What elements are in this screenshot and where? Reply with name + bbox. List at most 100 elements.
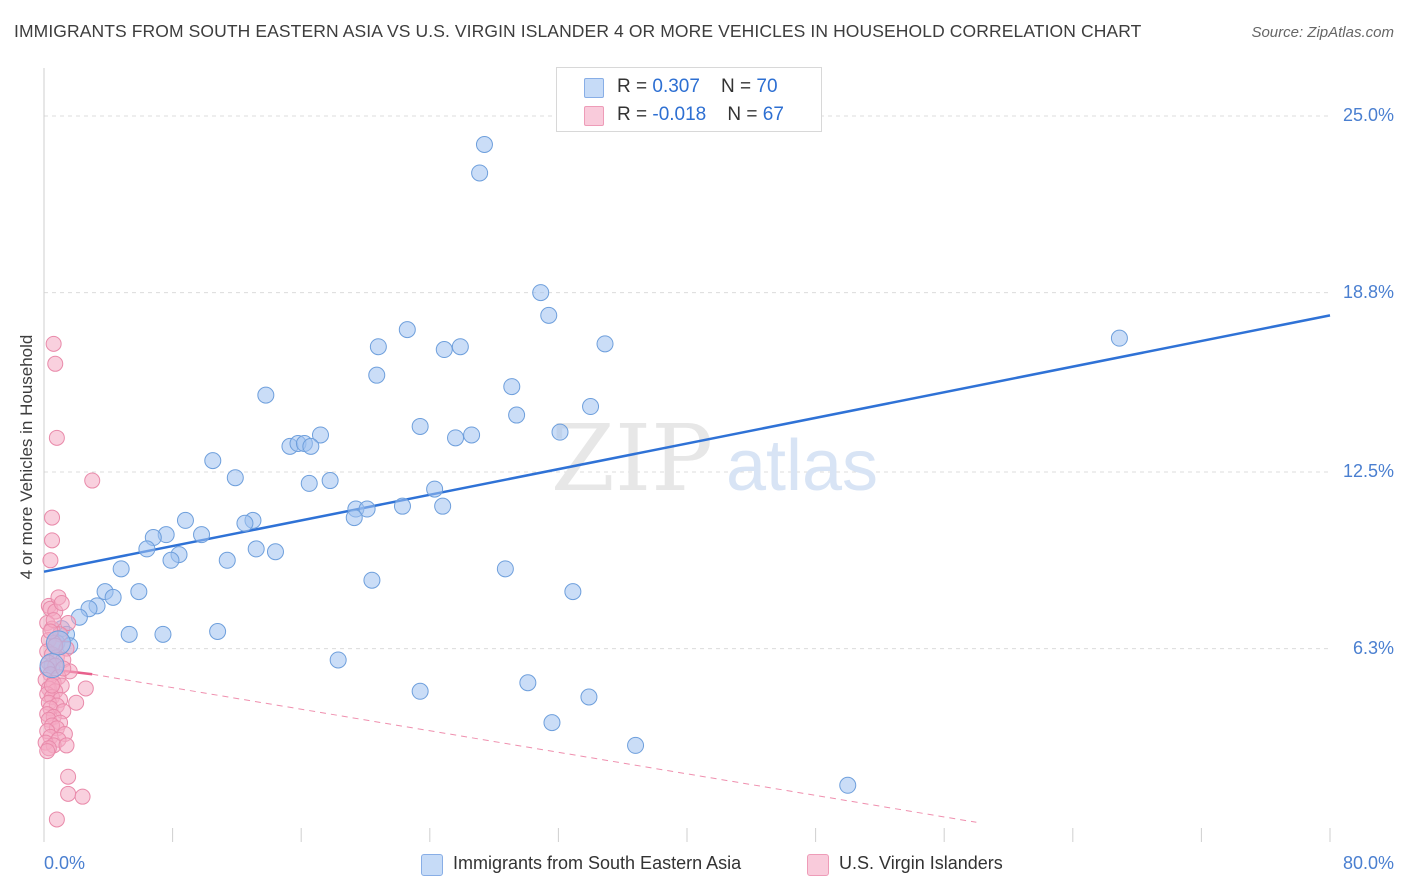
trend-extension-line: [92, 673, 977, 823]
point-virgin-islanders: [48, 811, 65, 828]
point-immigrants: [543, 714, 561, 732]
r-label: R =: [617, 104, 653, 125]
stats-swatch-pink: [584, 106, 604, 126]
x-tick-label: 80.0%: [1342, 853, 1394, 873]
point-immigrants: [447, 429, 465, 447]
point-virgin-islanders: [60, 768, 77, 785]
point-immigrants: [204, 452, 222, 470]
point-immigrants: [627, 736, 645, 754]
n-value: 67: [762, 104, 784, 125]
r-value: 0.307: [652, 76, 700, 97]
n-value: 70: [756, 76, 778, 97]
grid-lines: [44, 115, 1330, 650]
watermark-atlas: atlas: [726, 426, 878, 506]
n-label: N =: [721, 76, 757, 97]
n-label: N =: [727, 104, 763, 125]
r-label: R =: [617, 76, 653, 97]
point-immigrants: [434, 497, 452, 515]
point-immigrants: [112, 560, 130, 578]
point-immigrants: [582, 398, 600, 416]
point-immigrants: [154, 625, 172, 643]
point-immigrants: [329, 651, 347, 669]
point-immigrants: [451, 338, 469, 356]
point-immigrants: [358, 500, 376, 518]
y-tick-label: 18.8%: [1342, 281, 1394, 302]
point-virgin-islanders: [53, 595, 70, 612]
point-immigrants: [463, 426, 481, 444]
series-0: [43, 136, 1128, 794]
point-immigrants: [247, 540, 265, 558]
point-virgin-islanders: [58, 737, 75, 754]
source-label: Source: ZipAtlas.com: [1251, 24, 1394, 41]
point-immigrants: [564, 583, 582, 601]
point-immigrants: [532, 284, 550, 302]
y-tick-label: 12.5%: [1342, 461, 1394, 481]
point-immigrants: [1110, 329, 1128, 347]
point-virgin-islanders: [47, 355, 64, 372]
legend-label: Immigrants from South Eastern Asia: [453, 853, 742, 873]
point-immigrants: [496, 560, 514, 578]
point-immigrants: [311, 426, 329, 444]
point-immigrants: [411, 682, 429, 700]
point-immigrants: [138, 540, 156, 558]
trend-line-immigrants: [43, 314, 1331, 573]
point-virgin-islanders: [42, 552, 59, 569]
point-immigrants: [266, 543, 284, 561]
x-tick-label: 0.0%: [44, 853, 86, 873]
point-virgin-islanders: [84, 472, 101, 489]
point-immigrants: [503, 378, 521, 396]
legend: Immigrants from South Eastern Asia U.S. …: [0, 851, 1406, 879]
point-immigrants: [193, 526, 211, 544]
point-immigrants: [519, 674, 537, 692]
point-immigrants: [426, 480, 444, 498]
point-immigrants: [435, 341, 453, 359]
point-immigrants: [596, 335, 614, 353]
stats-row-blue: R = 0.307 N = 70: [557, 74, 821, 102]
point-immigrants: [218, 551, 236, 569]
point-immigrants: [300, 474, 318, 492]
point-immigrants: [540, 306, 558, 324]
point-immigrants: [368, 366, 386, 384]
point-virgin-islanders: [45, 335, 62, 352]
point-immigrants: [411, 417, 429, 435]
point-virgin-islanders: [74, 788, 91, 805]
point-immigrants: [130, 583, 148, 601]
legend-label: U.S. Virgin Islanders: [839, 853, 1003, 873]
y-tick-label: 6.3%: [1352, 637, 1394, 658]
point-virgin-islanders: [77, 680, 94, 697]
y-tick-label: 25.0%: [1342, 105, 1394, 126]
point-immigrants: [508, 406, 526, 424]
point-immigrants: [162, 551, 180, 569]
watermark-zip: ZIP: [551, 405, 713, 512]
r-value: -0.018: [652, 104, 707, 125]
series-1: [37, 335, 101, 828]
data-points: [37, 136, 1128, 828]
point-immigrants: [471, 164, 489, 182]
point-immigrants: [209, 622, 227, 640]
point-immigrants: [345, 509, 363, 527]
point-immigrants: [369, 338, 387, 356]
point-virgin-islanders: [44, 677, 61, 694]
point-immigrants: [839, 776, 857, 794]
point-immigrants: [302, 437, 320, 455]
point-immigrants: [226, 469, 244, 487]
point-virgin-islanders: [60, 785, 77, 802]
legend-swatch-pink: [807, 854, 829, 876]
stats-row-pink: R = -0.018 N = 67: [557, 102, 821, 130]
point-immigrants: [321, 472, 339, 490]
point-immigrants: [120, 625, 138, 643]
point-immigrants: [176, 511, 194, 529]
point-immigrants: [580, 688, 598, 706]
point-immigrants-cluster: [39, 653, 65, 679]
point-virgin-islanders: [68, 694, 85, 711]
legend-swatch-blue: [421, 854, 443, 876]
chart-title: IMMIGRANTS FROM SOUTH EASTERN ASIA VS U.…: [14, 21, 1142, 41]
point-immigrants: [236, 514, 254, 532]
point-virgin-islanders: [39, 743, 56, 760]
point-immigrants: [475, 136, 493, 154]
point-immigrants: [398, 321, 416, 339]
point-immigrants: [363, 571, 381, 589]
point-immigrants: [393, 497, 411, 515]
point-immigrants: [257, 386, 275, 404]
